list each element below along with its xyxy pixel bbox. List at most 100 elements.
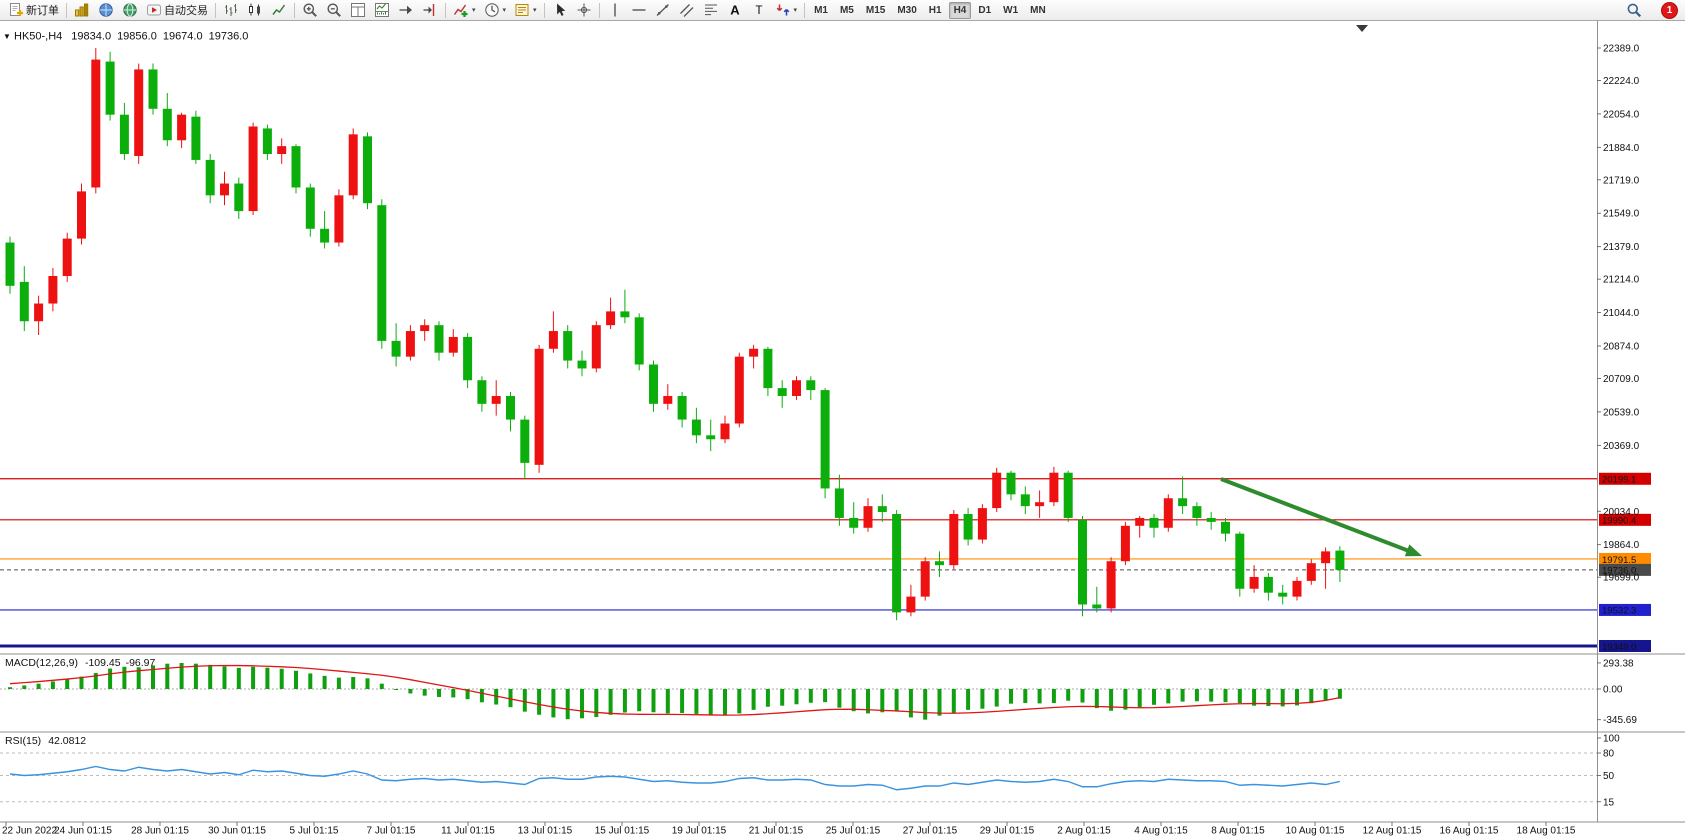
new-order-button[interactable]: 新订单 [4, 0, 63, 21]
fibonacci-tool-button[interactable] [699, 0, 723, 21]
terminal-button[interactable] [118, 0, 142, 21]
toolbar-separator [804, 2, 806, 18]
autotrading-play-icon [147, 4, 161, 16]
candlestick-series [5, 48, 1345, 621]
time-axis-label: 19 Jul 01:15 [672, 826, 727, 837]
candle [162, 93, 172, 147]
time-axis-label: 29 Jul 01:15 [980, 826, 1035, 837]
trend-arrow-shaft[interactable] [1220, 477, 1409, 553]
timeframe-h4-button[interactable]: H4 [948, 1, 972, 19]
candle [205, 154, 215, 204]
price-axis-label: 21719.0 [1603, 175, 1640, 186]
autotrading-label: 自动交易 [164, 5, 208, 17]
chart-shift-button[interactable] [418, 0, 442, 21]
svg-text:T: T [755, 5, 762, 17]
chart-window[interactable]: 20199.1 19990.4 19791.5 19736.0 19532.3 19349… [0, 21, 1685, 838]
indicator-window-icon [375, 3, 389, 17]
macd-axis-label: 0.00 [1603, 685, 1623, 696]
zoom-out-button[interactable] [322, 0, 346, 21]
timeframe-m15-button[interactable]: M15 [865, 4, 886, 16]
chart-line-button[interactable] [267, 0, 291, 21]
time-axis-label: 2 Aug 01:15 [1057, 826, 1111, 837]
timeframe-m5-button[interactable]: M5 [839, 4, 854, 16]
candle [34, 295, 44, 336]
periods-button[interactable]: ▾ [480, 0, 511, 21]
auto-scroll-icon [399, 5, 412, 15]
toolbar-separator [598, 2, 600, 18]
price-axis-label: 22224.0 [1603, 76, 1640, 87]
candle [1249, 565, 1259, 593]
insert-indicator-button[interactable]: ▾ [449, 0, 480, 21]
candle [1321, 547, 1331, 589]
macd-axis-label: -345.69 [1603, 715, 1637, 726]
time-axis-label: 7 Jul 01:15 [367, 826, 416, 837]
price-axis-label: 21884.0 [1603, 143, 1640, 154]
price-axis-label: 22054.0 [1603, 109, 1640, 120]
trend-arrow[interactable] [1220, 477, 1422, 557]
search-button[interactable] [1622, 0, 1646, 21]
autotrading-button[interactable]: 自动交易 [142, 0, 212, 21]
candle [334, 189, 344, 247]
tile-windows-button[interactable] [346, 0, 370, 21]
macd-header: MACD(12,26,9) -109.45 -96.97 [5, 657, 156, 669]
candle [1135, 515, 1145, 538]
candle [977, 504, 987, 544]
crosshair-button[interactable] [572, 0, 596, 21]
market-watch-button[interactable] [70, 0, 94, 21]
candle [148, 63, 158, 115]
toolbar-separator [66, 2, 67, 18]
candle [434, 321, 444, 361]
channel-icon [679, 4, 694, 17]
candle [706, 419, 716, 452]
timeframe-d1-button[interactable]: D1 [978, 4, 992, 16]
trend-arrow-head[interactable] [1404, 544, 1422, 557]
chart-bars-button[interactable] [219, 0, 243, 21]
candle [420, 319, 430, 341]
trendline-tool-button[interactable] [651, 0, 675, 21]
timeframe-m30-button[interactable]: M30 [897, 4, 917, 16]
notification-badge[interactable]: 1 [1662, 2, 1677, 18]
chart-shift-marker[interactable] [1356, 25, 1368, 32]
time-axis-label: 27 Jul 01:15 [903, 826, 958, 837]
toolbar-separator [294, 2, 295, 18]
zoom-in-button[interactable] [298, 0, 322, 21]
arrows-tool-button[interactable]: ▾ [771, 0, 802, 21]
price-level-badge [1599, 552, 1651, 565]
navigator-icon [99, 3, 113, 17]
chart-ohlc-header: HK50-,H4 19834.0 19856.0 19674.0 19736.0 [14, 31, 248, 43]
timeframe-w1-button[interactable]: W1 [1003, 4, 1019, 16]
candle [1106, 557, 1116, 613]
chevron-down-icon: ▾ [793, 7, 798, 14]
navigator-button[interactable] [94, 0, 118, 21]
rsi-line [9, 765, 1341, 791]
timeframe-h1-button[interactable]: H1 [928, 4, 942, 16]
vertical-line-tool-button[interactable] [603, 0, 627, 21]
candle [663, 384, 673, 410]
horizontal-line-tool-button[interactable] [627, 0, 651, 21]
time-axis-label: 21 Jul 01:15 [749, 826, 804, 837]
chart-candles-button[interactable] [243, 0, 267, 21]
timeframe-mn-button[interactable]: MN [1030, 4, 1046, 16]
candle [248, 122, 258, 216]
price-axis-label: 20709.0 [1603, 374, 1640, 385]
candle [1306, 559, 1316, 585]
auto-scroll-button[interactable] [394, 0, 418, 21]
rsi-axis-label: 100 [1603, 734, 1620, 745]
symbol-collapse-icon[interactable]: ▼ [3, 32, 11, 41]
time-axis-label: 30 Jun 01:15 [208, 826, 266, 837]
time-axis-label: 11 Jul 01:15 [441, 826, 495, 837]
channel-tool-button[interactable] [675, 0, 699, 21]
candle [1163, 494, 1173, 532]
candle [506, 392, 515, 432]
text-tool-button[interactable]: A [723, 0, 747, 21]
timeframe-m1-button[interactable]: M1 [814, 4, 828, 16]
label-tool-button[interactable]: T [747, 0, 771, 21]
cursor-button[interactable] [548, 0, 572, 21]
candle [563, 325, 573, 369]
templates-button[interactable]: ▾ [510, 0, 541, 21]
indicator-window-button[interactable] [370, 0, 394, 21]
candle [1092, 586, 1102, 613]
